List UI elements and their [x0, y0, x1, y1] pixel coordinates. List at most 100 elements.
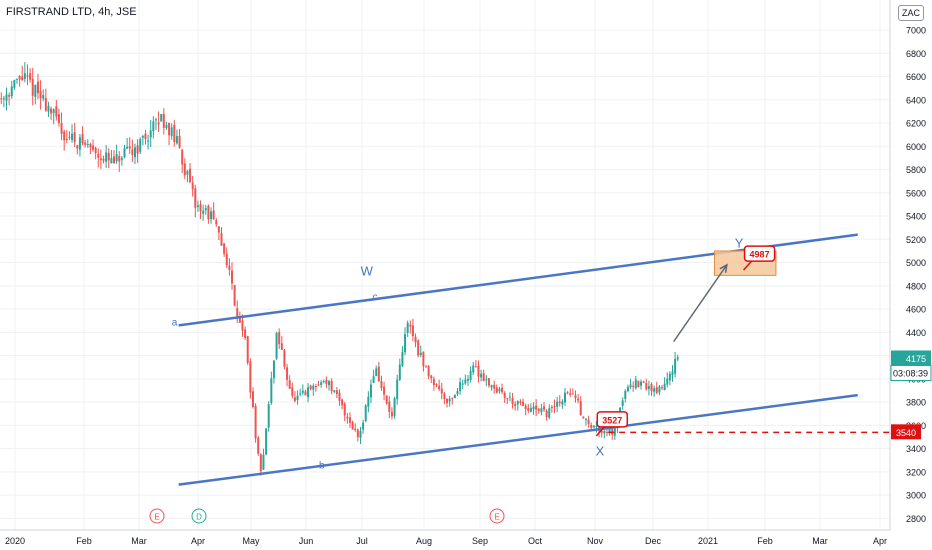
candle-body	[553, 406, 556, 408]
candle-body	[461, 383, 464, 385]
callout-box	[596, 411, 629, 428]
candle	[519, 399, 522, 406]
candle	[196, 200, 199, 212]
candle-body	[320, 382, 323, 385]
candle	[81, 126, 84, 146]
candle-body	[10, 86, 13, 97]
candle-body	[333, 390, 336, 392]
candle	[29, 68, 32, 83]
candle-body	[456, 391, 459, 394]
candle-body	[160, 114, 163, 122]
candle-body	[587, 419, 590, 424]
candle-body	[493, 384, 496, 389]
candle	[343, 401, 346, 422]
symbol-title: FIRSTRAND LTD, 4h, JSE	[6, 6, 137, 18]
candle-body	[385, 395, 388, 404]
candle	[398, 358, 401, 382]
callout-label: 3527	[602, 415, 622, 425]
candle-body	[595, 425, 598, 427]
time-tick-label: 2020	[5, 536, 25, 546]
candle	[453, 394, 456, 399]
candle-body	[322, 380, 325, 383]
candle	[666, 372, 669, 388]
candle	[152, 116, 155, 139]
candle	[461, 379, 464, 390]
candle	[199, 200, 202, 219]
candle	[655, 381, 658, 395]
candle-body	[671, 371, 674, 375]
candle	[18, 75, 21, 87]
candle	[65, 130, 68, 144]
callout-pointer	[743, 260, 753, 271]
candle	[380, 375, 383, 391]
candle-body	[556, 401, 559, 407]
candle	[189, 163, 192, 184]
candle	[440, 382, 443, 400]
candle-body	[642, 381, 645, 383]
candle	[204, 204, 207, 215]
candle	[553, 399, 556, 414]
candle	[419, 345, 422, 358]
candle	[50, 106, 53, 120]
candle-body	[254, 405, 257, 439]
candle	[650, 382, 653, 396]
candle-body	[571, 393, 574, 395]
candle	[55, 99, 58, 121]
candle-body	[495, 387, 498, 393]
candle-body	[207, 205, 210, 220]
candle-body	[498, 388, 501, 392]
currency-badge[interactable]: ZAC	[898, 5, 924, 21]
wave-label-c: c	[373, 292, 378, 303]
candle	[485, 375, 488, 387]
candle-body	[29, 73, 32, 80]
candle	[653, 385, 656, 397]
event-marker-circle	[489, 508, 505, 524]
candle	[582, 416, 585, 419]
event-marker[interactable]: E	[489, 508, 505, 524]
candle-body	[487, 378, 490, 386]
candle-body	[249, 361, 252, 393]
event-marker[interactable]: E	[149, 508, 165, 524]
event-marker-label: D	[196, 513, 202, 522]
candle-body	[217, 226, 220, 233]
candle-body	[503, 392, 506, 399]
candle	[388, 396, 391, 419]
candle-body	[411, 325, 414, 337]
candle-body	[406, 322, 409, 333]
candle	[545, 409, 548, 421]
time-tick-label: Feb	[757, 536, 773, 546]
candle	[212, 202, 215, 220]
event-marker[interactable]: D	[191, 508, 207, 524]
candle-body	[650, 384, 653, 392]
candle-body	[238, 316, 241, 323]
candle	[267, 401, 270, 432]
candle-body	[369, 384, 372, 398]
candle-body	[47, 106, 50, 112]
candle	[367, 391, 370, 413]
candle	[548, 404, 551, 420]
candle	[393, 396, 396, 419]
candle-body	[558, 401, 561, 404]
candle-body	[438, 385, 441, 390]
candle	[291, 382, 294, 399]
candle-body	[107, 152, 110, 161]
candle	[422, 351, 425, 372]
candle-body	[162, 113, 165, 128]
candle-body	[634, 379, 637, 389]
candle-body	[144, 133, 147, 140]
candle	[272, 360, 275, 384]
candle-body	[647, 386, 650, 390]
candle-body	[645, 382, 648, 390]
candle	[558, 395, 561, 407]
candle	[293, 391, 296, 403]
candle	[215, 217, 218, 227]
candle	[259, 453, 262, 476]
candle	[469, 366, 472, 383]
candle-body	[307, 387, 310, 398]
candle-body	[55, 106, 58, 117]
candle	[162, 108, 165, 135]
candle	[466, 374, 469, 386]
price-tick-label: 5400	[906, 212, 926, 222]
candle-body	[354, 428, 357, 431]
